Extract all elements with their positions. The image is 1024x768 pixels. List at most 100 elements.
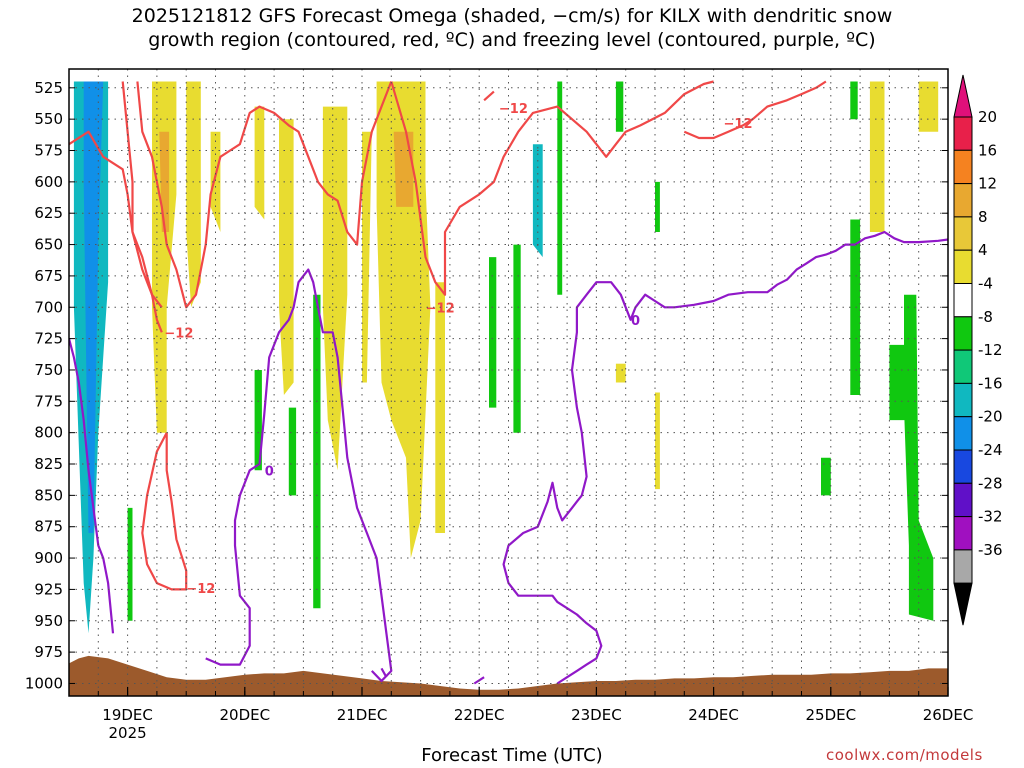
omega-region-7 (362, 131, 372, 383)
colorbar-swatch (953, 449, 973, 484)
colorbar-label: -20 (978, 408, 1003, 426)
omega-region-28 (904, 294, 934, 621)
omega-region-3 (210, 131, 221, 232)
omega-region-20 (288, 407, 297, 496)
chart-title-line-1: 2025121812 GFS Forecast Omega (shaded, −… (131, 5, 893, 27)
colorbar-label: -36 (978, 541, 1003, 559)
x-tick-label: 26DEC (923, 706, 974, 724)
dgz-contour-label: −12 (164, 326, 193, 341)
chart-title-line-2: growth region (contoured, red, ºC) and f… (148, 29, 876, 51)
omega-region-18 (313, 294, 321, 609)
dgz-contour-label: −12 (724, 117, 753, 132)
omega-region-21 (127, 507, 133, 621)
colorbar-swatch (953, 249, 973, 284)
colorbar-swatch (953, 316, 973, 351)
colorbar-label: 12 (978, 175, 997, 193)
plot-area: −12 −12 −12 −12 −12 0 0 (69, 80, 948, 696)
credit-text: coolwx.com/models (826, 746, 983, 764)
x-tick-label: 22DEC (454, 706, 505, 724)
y-tick-label: 775 (34, 392, 63, 410)
omega-region-4 (254, 106, 265, 220)
colorbar-swatch (953, 183, 973, 218)
colorbar-swatch (953, 116, 973, 151)
y-tick-label: 900 (34, 549, 63, 567)
dgz-contour-5 (141, 432, 188, 591)
y-tick-label: 725 (34, 330, 63, 348)
colorbar-label: -4 (978, 275, 993, 293)
colorbar-swatch (953, 216, 973, 251)
omega-region-22 (615, 81, 624, 132)
colorbar-swatch (953, 349, 973, 384)
dgz-contour-2 (136, 81, 393, 309)
colorbar-label: -16 (978, 374, 1003, 392)
y-tick-label: 675 (34, 267, 63, 285)
dgz-contour-label: −12 (426, 301, 455, 316)
freezing-contour-label: 0 (265, 464, 274, 479)
colorbar-swatch (953, 416, 973, 451)
x-tick-label: 25DEC (806, 706, 857, 724)
colorbar-label: -8 (978, 308, 993, 326)
y-tick-label: 750 (34, 361, 63, 379)
omega-region-19 (254, 370, 262, 471)
colorbar-swatch (953, 482, 973, 518)
colorbar-swatch (953, 549, 973, 584)
y-tick-label: 800 (34, 424, 63, 442)
y-tick-label: 975 (34, 643, 63, 661)
omega-region-10 (435, 282, 445, 533)
colorbar-swatch (953, 149, 973, 185)
grid-lines (69, 69, 948, 696)
y-tick-label: 950 (34, 612, 63, 630)
omega-region-8 (376, 81, 431, 559)
dgz-contour-6 (483, 90, 495, 102)
x-axis-label: Forecast Time (UTC) (421, 745, 603, 766)
colorbar-label: -24 (978, 441, 1003, 459)
omega-region-24 (821, 457, 831, 496)
y-tick-label: 1000 (25, 674, 63, 692)
dgz-contour-1 (121, 81, 163, 308)
y-tick-label: 600 (34, 173, 63, 191)
colorbar-top-arrow (953, 74, 973, 118)
omega-region-13 (869, 81, 885, 232)
colorbar-label: 8 (978, 208, 988, 226)
y-tick-label: 625 (34, 204, 63, 222)
y-tick-label: 875 (34, 518, 63, 536)
y-tick-label: 525 (34, 79, 63, 97)
y-tick-label: 650 (34, 236, 63, 254)
omega-region-26 (850, 219, 861, 395)
omega-region-17 (513, 244, 521, 433)
x-tick-label: 21DEC (337, 706, 388, 724)
colorbar-label: -12 (978, 341, 1003, 359)
omega-region-12 (655, 392, 660, 490)
colorbar-swatch (953, 283, 973, 318)
freezing-contour-1 (205, 268, 393, 683)
omega-region-25 (850, 81, 858, 120)
colorbar: 20 16 12 8 4 -4 -8 -12 -16 -20 -24 -28 -32 -36 (953, 74, 1003, 626)
y-tick-label: 550 (34, 110, 63, 128)
freezing-contour-label: 0 (631, 314, 640, 329)
omega-region-16 (489, 257, 497, 408)
terrain-fill (69, 655, 948, 696)
colorbar-label: 20 (978, 108, 997, 126)
omega-region-11 (615, 363, 626, 383)
omega-region-14 (918, 81, 939, 132)
omega-region-2 (186, 81, 201, 308)
omega-region-23 (655, 181, 660, 232)
x-tick-label: 19DEC (102, 706, 153, 724)
omega-region-9 (393, 131, 414, 207)
x-tick-label: 23DEC (571, 706, 622, 724)
y-tick-label: 850 (34, 486, 63, 504)
omega-region-6 (322, 106, 348, 471)
y-tick-label: 825 (34, 455, 63, 473)
dgz-contour-label: −12 (499, 102, 528, 117)
colorbar-label: 4 (978, 241, 988, 259)
dgz-contour-3 (390, 80, 714, 296)
y-axis: 525 550 575 600 625 650 675 700 725 750 775 800 825 8… (25, 79, 948, 692)
x-tick-label: 24DEC (688, 706, 739, 724)
colorbar-bottom-arrow (953, 582, 973, 626)
freezing-contour-4 (380, 667, 388, 678)
colorbar-label: -28 (978, 474, 1003, 492)
omega-region-5 (279, 119, 294, 395)
dgz-contour-4 (683, 80, 827, 140)
